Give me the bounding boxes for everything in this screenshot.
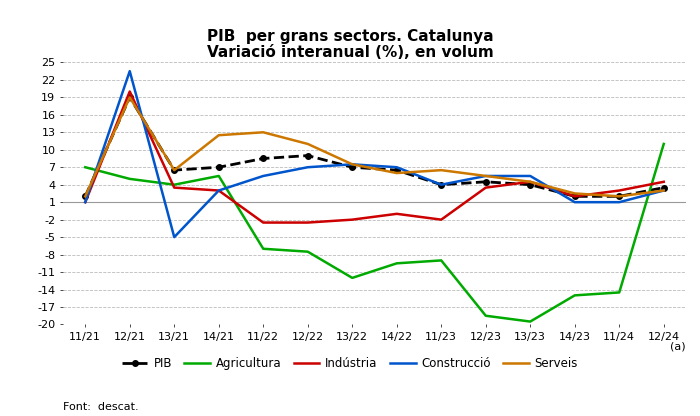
Legend: PIB, Agricultura, Indústria, Construcció, Serveis: PIB, Agricultura, Indústria, Construcció… (118, 352, 582, 375)
Text: PIB  per grans sectors. Catalunya: PIB per grans sectors. Catalunya (206, 29, 494, 44)
Text: Font:  descat.: Font: descat. (63, 402, 139, 412)
Text: (a): (a) (671, 342, 686, 352)
Text: Variació interanual (%), en volum: Variació interanual (%), en volum (206, 45, 494, 60)
